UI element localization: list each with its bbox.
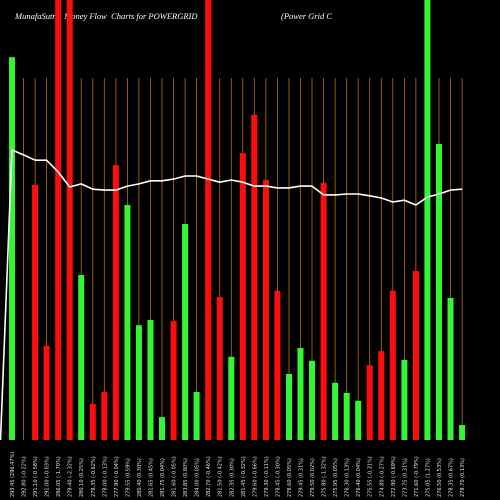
x-tick-label: 275.55 (-0.31%)	[368, 456, 374, 497]
money-flow-bar	[366, 365, 373, 440]
money-flow-bar	[309, 360, 315, 440]
money-flow-bar	[274, 290, 281, 440]
x-tick-label: 279.55 (0.59%)	[125, 458, 131, 497]
money-flow-bars	[9, 0, 466, 441]
x-tick-label: 291.00 (-0.03%)	[45, 456, 51, 497]
money-flow-bar	[297, 348, 304, 440]
x-tick-label: 278.35 (0.67%)	[449, 458, 455, 497]
x-tick-label: 277.90 (-0.04%)	[114, 456, 120, 497]
x-tick-label: 279.50 (0.02%)	[310, 458, 316, 497]
money-flow-bar	[332, 382, 339, 440]
money-flow-bar	[43, 345, 50, 440]
x-tick-label: 279.45 (0.31%)	[299, 458, 305, 497]
x-tick-label: 271.60 (-0.79%)	[414, 456, 420, 497]
x-axis-labels: 293.45 (296.47%) 292.80 (-0.22%) 291.10 (-…	[10, 452, 466, 497]
x-tick-label: 284.00 (0.05%)	[195, 458, 201, 497]
chart-subtitle: (Power Grid C	[281, 11, 332, 21]
money-flow-bar	[159, 417, 165, 440]
x-tick-label: 281.75 (0.04%)	[160, 458, 166, 497]
x-tick-label: 278.60 (0.05%)	[287, 458, 293, 497]
money-flow-bar	[286, 374, 292, 440]
money-flow-bar	[182, 224, 189, 440]
money-flow-bar	[170, 321, 177, 440]
money-flow-bar	[262, 180, 269, 440]
x-tick-label: 280.10 (0.25%)	[79, 458, 85, 497]
price-line-layer	[0, 149, 463, 441]
x-tick-label: 286.05 (-1.70%)	[56, 456, 62, 497]
money-flow-bar	[89, 403, 96, 440]
x-tick-label: 292.80 (-0.22%)	[22, 456, 28, 497]
money-flow-bar	[32, 184, 39, 440]
x-tick-label: 279.40 (-2.32%)	[68, 456, 74, 497]
x-tick-label: 273.75 (0.31%)	[402, 458, 408, 497]
money-flow-bar	[436, 143, 442, 440]
x-tick-label: 282.35 (0.30%)	[229, 458, 235, 497]
money-flow-bar	[389, 290, 396, 440]
money-flow-bar	[9, 57, 15, 440]
x-tick-label: 293.45 (296.47%)	[10, 452, 16, 497]
money-flow-bar	[320, 183, 327, 440]
money-flow-bar	[459, 425, 466, 440]
x-tick-label: 276.50 (0.53%)	[437, 458, 443, 497]
price-line	[0, 149, 463, 441]
money-flow-bar	[378, 351, 385, 440]
x-tick-label: 275.05 (1.27%)	[425, 458, 431, 497]
x-tick-label: 276.30 (0.13%)	[345, 458, 351, 497]
money-flow-bar	[147, 319, 154, 440]
x-tick-label: 283.85 (0.80%)	[183, 458, 189, 497]
x-tick-label: 281.65 (0.45%)	[149, 458, 155, 497]
x-tick-label: 278.70 (0.13%)	[460, 458, 466, 497]
money-flow-bar	[412, 271, 419, 440]
money-flow-bar	[355, 400, 362, 440]
money-flow-bar	[135, 325, 142, 440]
money-flow-bar	[101, 392, 108, 440]
money-flow-bar	[424, 0, 431, 440]
x-tick-label: 272.90 (-0.69%)	[391, 456, 397, 497]
money-flow-bar	[216, 297, 223, 440]
money-flow-bar	[239, 153, 246, 440]
x-tick-label: 281.45 (-0.32%)	[241, 456, 247, 497]
x-tick-label: 281.60 (-0.05%)	[172, 456, 178, 497]
money-flow-bar	[228, 356, 235, 440]
money-flow-bar	[193, 392, 200, 440]
x-tick-label: 281.50 (-0.42%)	[218, 456, 224, 497]
money-flow-bar	[78, 275, 85, 440]
x-tick-label: 275.80 (-1.32%)	[322, 456, 328, 497]
money-flow-bar	[343, 392, 350, 440]
x-tick-label: 278.35 (-0.62%)	[91, 456, 97, 497]
money-flow-bar	[55, 0, 62, 440]
x-tick-label: 280.40 (0.30%)	[137, 458, 143, 497]
x-tick-label: 276.40 (0.04%)	[356, 458, 362, 497]
x-tick-label: 282.70 (-0.46%)	[206, 456, 212, 497]
x-tick-label: 279.30 (-0.11%)	[264, 456, 270, 497]
x-tick-label: 279.60 (-0.66%)	[252, 456, 258, 497]
money-flow-bar	[205, 0, 212, 440]
x-tick-label: 291.10 (-0.58%)	[33, 456, 39, 497]
chart-title: MunafaSutra Money Flow Charts for POWERG…	[14, 11, 198, 21]
money-flow-bar	[66, 0, 73, 440]
money-flow-bar	[124, 205, 131, 440]
x-tick-label: 278.00 (-0.13%)	[102, 456, 108, 497]
x-tick-label: 274.80 (-0.27%)	[379, 456, 385, 497]
x-tick-label: 278.45 (-0.30%)	[275, 456, 281, 497]
money-flow-bar	[251, 114, 258, 441]
x-tick-label: 275.95 (0.05%)	[333, 458, 339, 497]
money-flow-bar	[112, 165, 119, 440]
money-flow-bar	[401, 359, 408, 440]
money-flow-bar	[447, 297, 454, 440]
